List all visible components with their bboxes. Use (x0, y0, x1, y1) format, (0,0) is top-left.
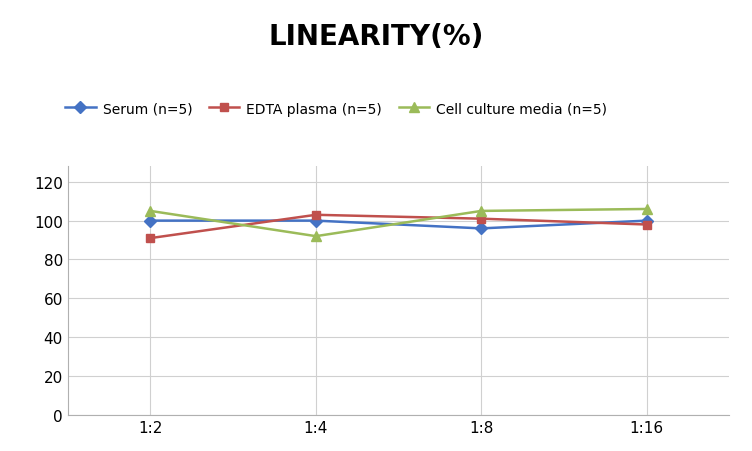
Cell culture media (n=5) (642, 207, 651, 212)
EDTA plasma (n=5) (477, 216, 486, 222)
EDTA plasma (n=5) (642, 222, 651, 228)
EDTA plasma (n=5) (146, 236, 155, 241)
Line: Serum (n=5): Serum (n=5) (146, 217, 651, 233)
Cell culture media (n=5) (146, 209, 155, 214)
Serum (n=5) (477, 226, 486, 232)
Line: EDTA plasma (n=5): EDTA plasma (n=5) (146, 211, 651, 243)
Line: Cell culture media (n=5): Cell culture media (n=5) (146, 205, 651, 241)
Text: LINEARITY(%): LINEARITY(%) (268, 23, 484, 51)
Serum (n=5) (146, 218, 155, 224)
Serum (n=5) (642, 218, 651, 224)
Cell culture media (n=5) (477, 209, 486, 214)
EDTA plasma (n=5) (311, 212, 320, 218)
Serum (n=5) (311, 218, 320, 224)
Legend: Serum (n=5), EDTA plasma (n=5), Cell culture media (n=5): Serum (n=5), EDTA plasma (n=5), Cell cul… (59, 97, 613, 122)
Cell culture media (n=5) (311, 234, 320, 239)
